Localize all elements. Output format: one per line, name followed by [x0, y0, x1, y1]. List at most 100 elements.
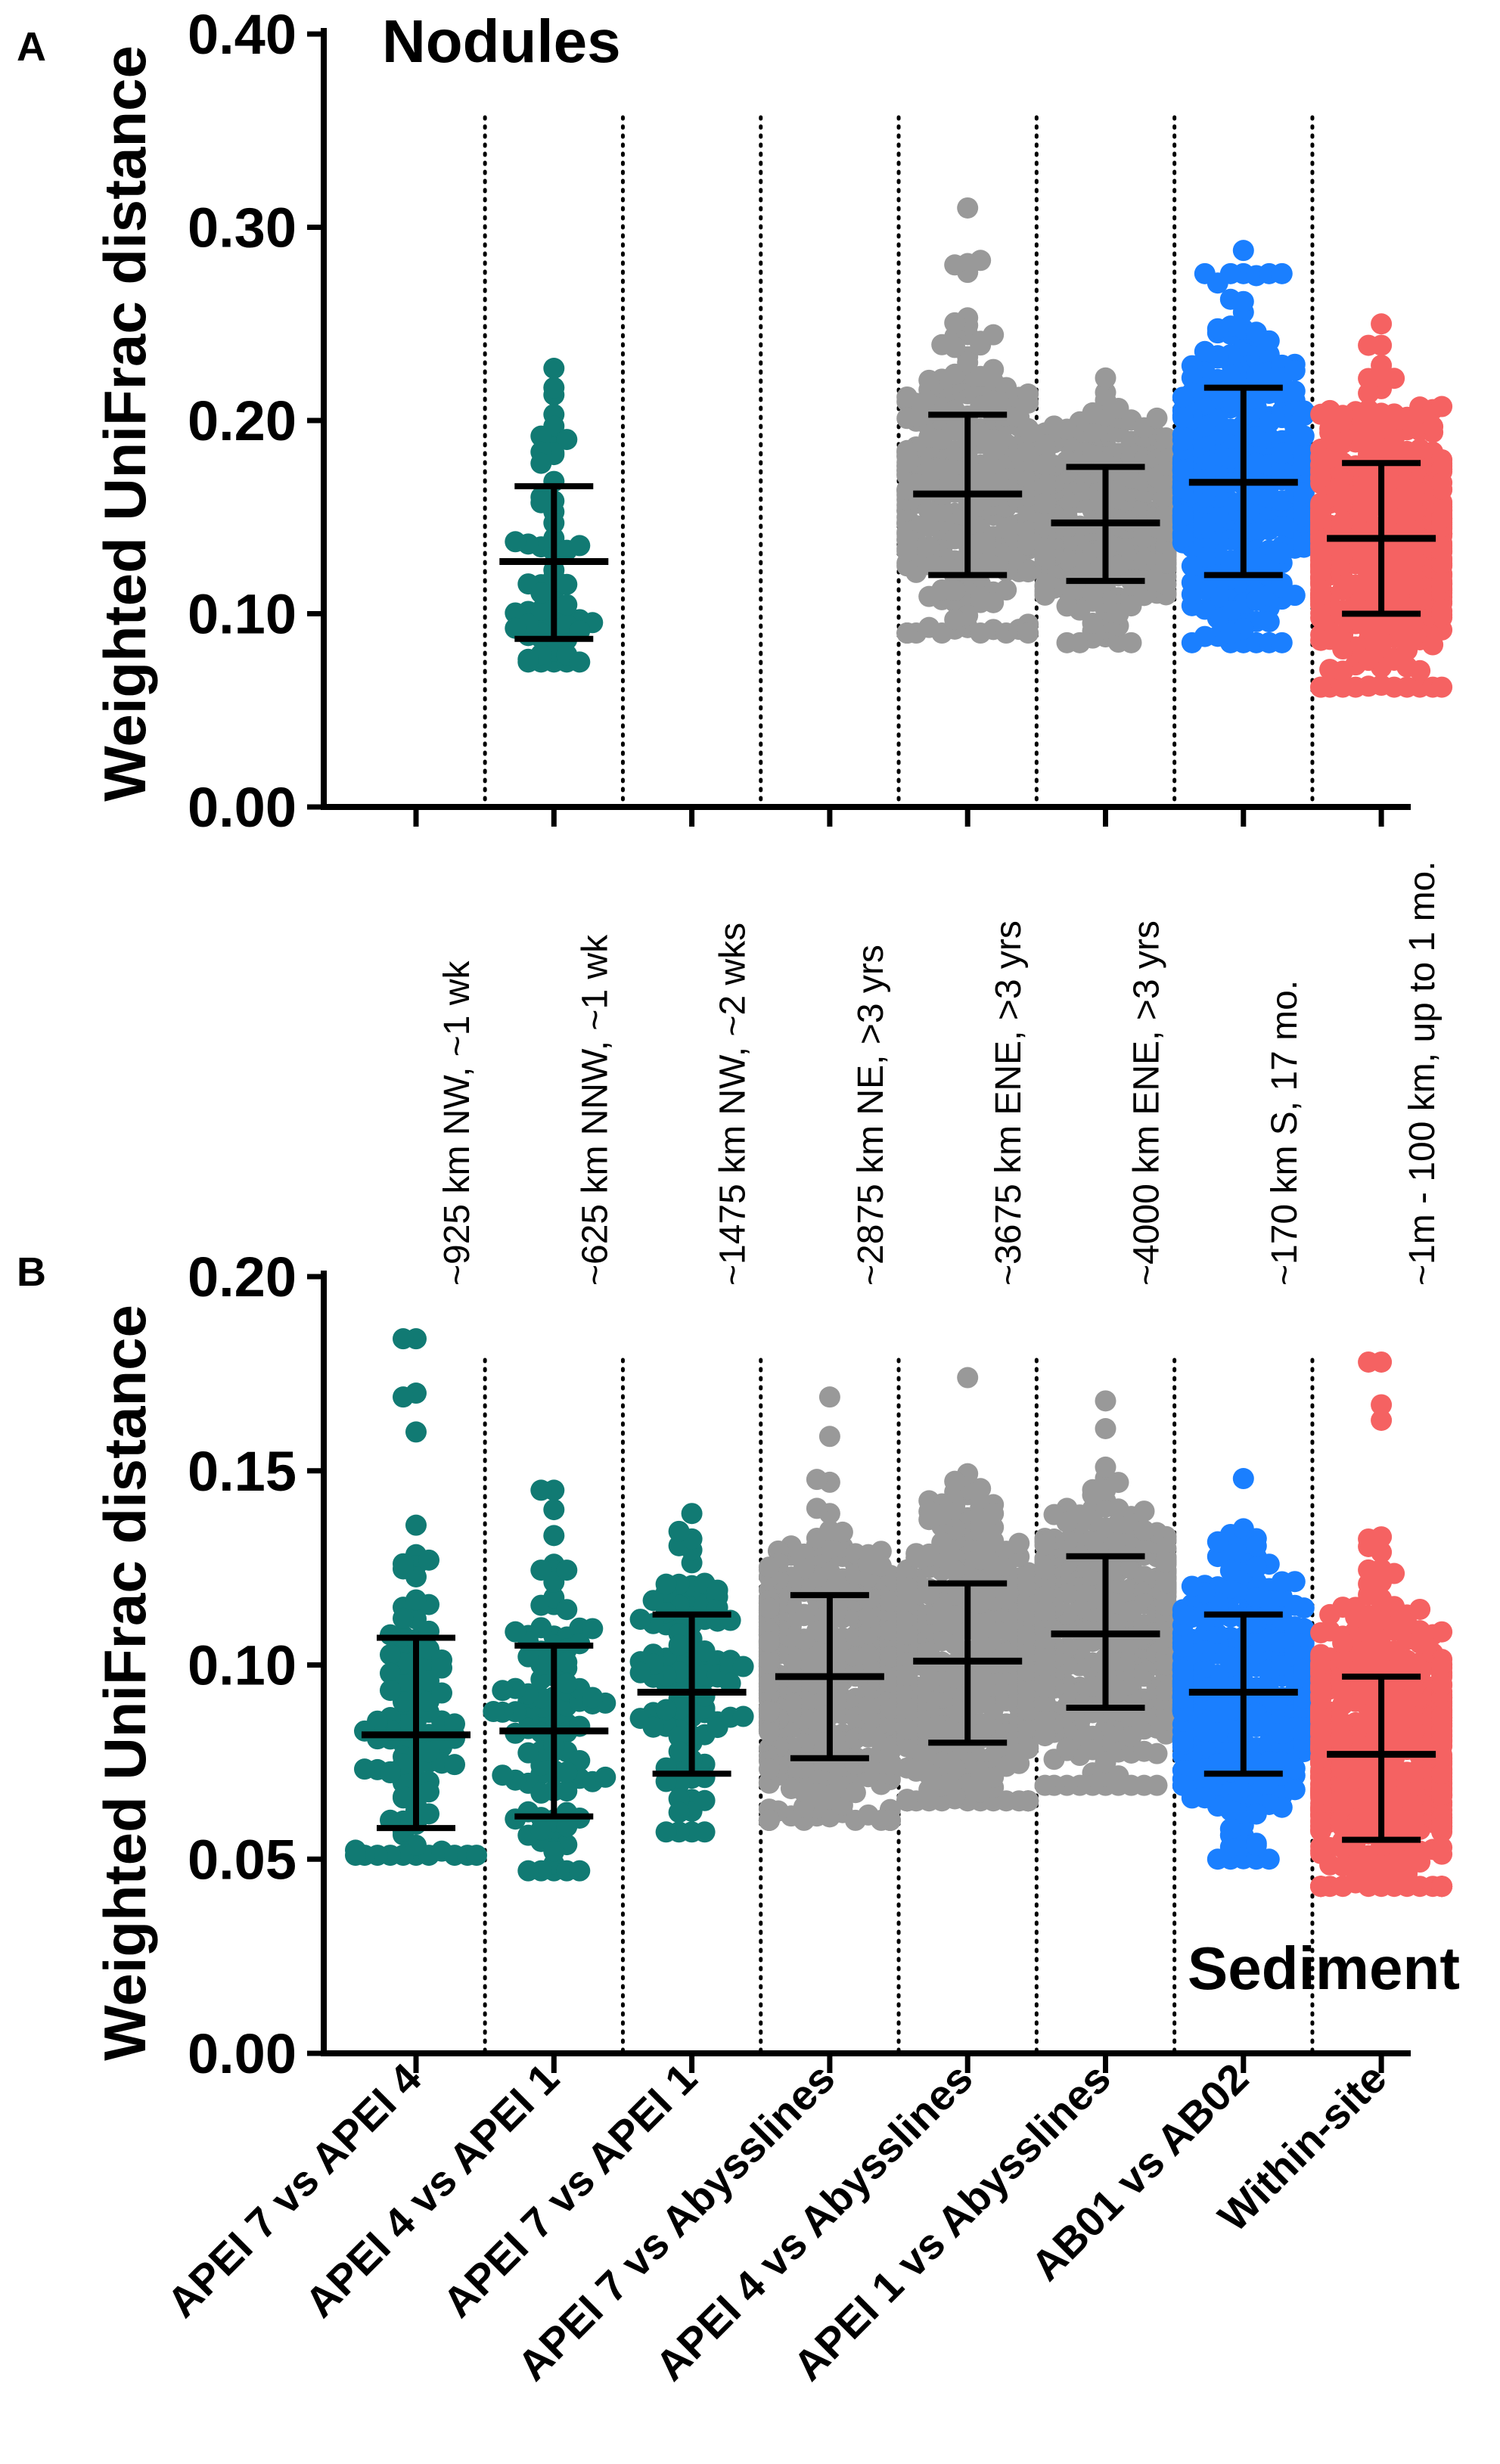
panel-a-data-point [983, 591, 1005, 613]
panel-a-data-point [1172, 526, 1194, 548]
panel-b-data-point [655, 1699, 677, 1721]
panel-a-data-point [1181, 583, 1203, 605]
panel-b-data-point [380, 1680, 401, 1702]
panel-b-data-point [1345, 1606, 1367, 1628]
panel-a-data-point [530, 452, 552, 474]
panel-b-data-point [543, 1499, 565, 1521]
panel-a-data-point [1095, 367, 1116, 389]
panel-a-data-point [1107, 603, 1129, 625]
panel-a-data-point [1258, 611, 1280, 633]
panel-a-data-point [543, 377, 565, 399]
panel-a-data-point [1319, 659, 1341, 681]
panel-b-data-point [1219, 1818, 1241, 1840]
panel-b-data-point [556, 1559, 578, 1581]
panel-b-data-point [556, 1672, 578, 1694]
panel-b-title: Sediment [1188, 1935, 1460, 2002]
panel-a-data-point [1181, 555, 1203, 577]
panel-b-data-point [758, 1701, 780, 1723]
panel-b-data-point [530, 1668, 552, 1690]
panel-a-data-point [1284, 585, 1306, 607]
panel-a-data-point [1310, 629, 1332, 651]
panel-a-data-point [1271, 542, 1293, 564]
panel-b-data-point [758, 1556, 780, 1578]
panel-b-data-point [780, 1777, 802, 1799]
panel-b-data-point [393, 1328, 414, 1350]
panel-a-data-point [1310, 607, 1332, 629]
panel-a-data-point [983, 358, 1005, 380]
panel-b-data-point [1095, 1418, 1116, 1440]
panel-b-data-point [405, 1589, 427, 1611]
panel-b-data-point [694, 1789, 716, 1811]
panel-b-data-point [1431, 1674, 1453, 1696]
panel-a-data-point [1155, 573, 1177, 595]
panel-a-data-point [1172, 386, 1194, 408]
panel-b-data-point [1155, 1680, 1177, 1702]
panel-a-y-ticks: 0.00 0.10 0.20 0.30 0.40 [188, 3, 324, 839]
panel-b-data-point [1310, 1783, 1332, 1805]
panel-a-distance-annotation: ~625 km NNW, ~1 wk [575, 934, 615, 1286]
panel-a-data-point [543, 358, 565, 380]
panel-b-data-point [1345, 1870, 1367, 1892]
panel-b-data-point [1056, 1511, 1078, 1533]
panel-b-data-point [957, 1367, 979, 1389]
panel-b-data-point [1034, 1600, 1056, 1621]
panel-b-data-point [758, 1597, 780, 1619]
panel-b-data-point [870, 1541, 892, 1562]
panel-b-data-point [354, 1720, 375, 1742]
panel-b-data-point [1358, 1559, 1380, 1581]
panel-b-data-point [1155, 1551, 1177, 1573]
panel-a-data-point [944, 312, 966, 334]
panel-a-data-point [1172, 407, 1194, 429]
panel-a-axes [321, 28, 1411, 827]
panel-b-data-point [694, 1640, 716, 1662]
panel-b-data-point [1172, 1730, 1194, 1752]
panel-a-distance-annotation: ~3675 km ENE, >3 yrs [989, 920, 1029, 1286]
panel-a-data-point [1258, 330, 1280, 352]
panel-a: A Nodules Weighted UniFrac distance 0.00… [17, 3, 1453, 1286]
panel-b-data-point [1155, 1594, 1177, 1616]
panel-b-data-point [1431, 1621, 1453, 1643]
panel-b-data-point [517, 1646, 539, 1668]
panel-a-data-point [896, 479, 918, 501]
panel-a-y-tick-label: 0.40 [188, 3, 297, 66]
panel-a-data-point [1034, 454, 1056, 476]
panel-a-y-tick-label: 0.30 [188, 197, 297, 259]
panel-b-data-point [1358, 1351, 1380, 1373]
panel-a-data-point [1293, 455, 1315, 476]
panel-a-data-point [918, 585, 940, 607]
panel-b-data-point [1358, 1528, 1380, 1550]
panel-b-data-point [944, 1470, 966, 1492]
panel-b-data-point [970, 1478, 992, 1500]
panel-a-data-point [1310, 530, 1332, 552]
panel-b-data-point [1172, 1774, 1194, 1796]
panel-b-data-point [1293, 1597, 1315, 1619]
panel-a-data-point [1310, 560, 1332, 582]
panel-a-data-point [1358, 334, 1380, 356]
panel-b-y-tick-label: 0.15 [188, 1440, 297, 1503]
panel-b-data-point [1396, 1863, 1418, 1885]
panel-b-data-point [879, 1646, 901, 1668]
panel-a-title: Nodules [382, 8, 621, 75]
panel-a-data-point [1107, 397, 1129, 419]
panel-b-data-point [1017, 1660, 1039, 1682]
panel-b-data-point [1155, 1626, 1177, 1648]
panel-b-data-point [758, 1758, 780, 1780]
panel-a-y-axis-title: Weighted UniFrac distance [92, 45, 158, 802]
panel-a-y-tick-label: 0.00 [188, 776, 297, 839]
panel-b-y-tick-label: 0.05 [188, 1828, 297, 1891]
panel-a-data-point [1310, 584, 1332, 606]
panel-b-data-point [1245, 1556, 1267, 1578]
panel-a-data-point [944, 254, 966, 276]
panel-b-error-bars [362, 1553, 1436, 1843]
panel-b-data-point [758, 1631, 780, 1653]
panel-b-data-point [732, 1705, 754, 1727]
panel-b-data-point [517, 1742, 539, 1764]
panel-b-data-point [1034, 1656, 1056, 1677]
panel-a-data-point [1219, 622, 1241, 644]
panel-a-data-point [1431, 539, 1453, 561]
panel-b-data-point [530, 1559, 552, 1581]
panel-a-data-point [505, 617, 526, 639]
panel-b-data-point [879, 1754, 901, 1776]
panel-a-data-point [530, 599, 552, 621]
panel-b-data-point [1245, 1803, 1267, 1825]
